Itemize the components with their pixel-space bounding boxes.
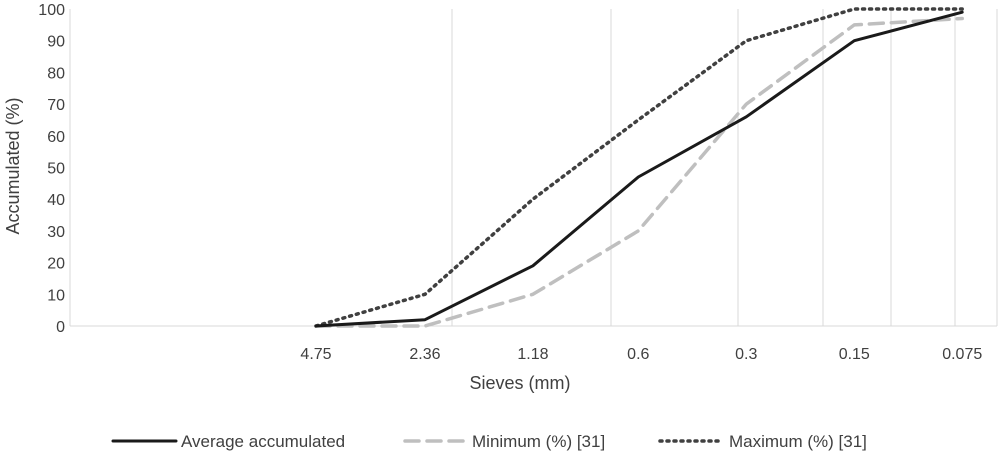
- y-tick-label: 20: [47, 256, 65, 273]
- legend-label-2: Maximum (%) [31]: [729, 432, 867, 451]
- x-tick-label: 0.075: [942, 346, 982, 363]
- y-tick-label: 80: [47, 65, 65, 82]
- y-tick-label: 50: [47, 161, 65, 178]
- y-tick-label: 90: [47, 34, 65, 51]
- x-tick-label: 2.36: [409, 346, 440, 363]
- series-lines: [314, 7, 964, 328]
- y-axis-ticks: 0 10 20 30 40 50 60 70 80 90 100: [38, 2, 65, 336]
- x-tick-label: 4.75: [300, 346, 331, 363]
- y-tick-label: 10: [47, 287, 65, 304]
- grid: [69, 9, 998, 327]
- y-tick-label: 40: [47, 192, 65, 209]
- y-tick-label: 0: [56, 319, 65, 336]
- x-axis-ticks: 4.75 2.36 1.18 0.6 0.3 0.15 0.075: [300, 346, 982, 363]
- legend-label-1: Minimum (%) [31]: [472, 432, 605, 451]
- series-line-0: [314, 10, 964, 328]
- y-axis-title: Accumulated (%): [3, 97, 23, 234]
- y-tick-label: 70: [47, 97, 65, 114]
- x-tick-label: 0.3: [735, 346, 757, 363]
- x-tick-label: 1.18: [517, 346, 548, 363]
- y-tick-label: 30: [47, 224, 65, 241]
- y-tick-label: 100: [38, 2, 65, 19]
- series-line-1: [314, 16, 964, 328]
- series-line-2: [314, 7, 964, 328]
- legend: Average accumulated Minimum (%) [31] Maxim…: [111, 432, 867, 451]
- x-axis-title: Sieves (mm): [469, 373, 570, 393]
- y-tick-label: 60: [47, 129, 65, 146]
- x-tick-label: 0.6: [627, 346, 649, 363]
- x-tick-label: 0.15: [839, 346, 870, 363]
- legend-label-0: Average accumulated: [181, 432, 345, 451]
